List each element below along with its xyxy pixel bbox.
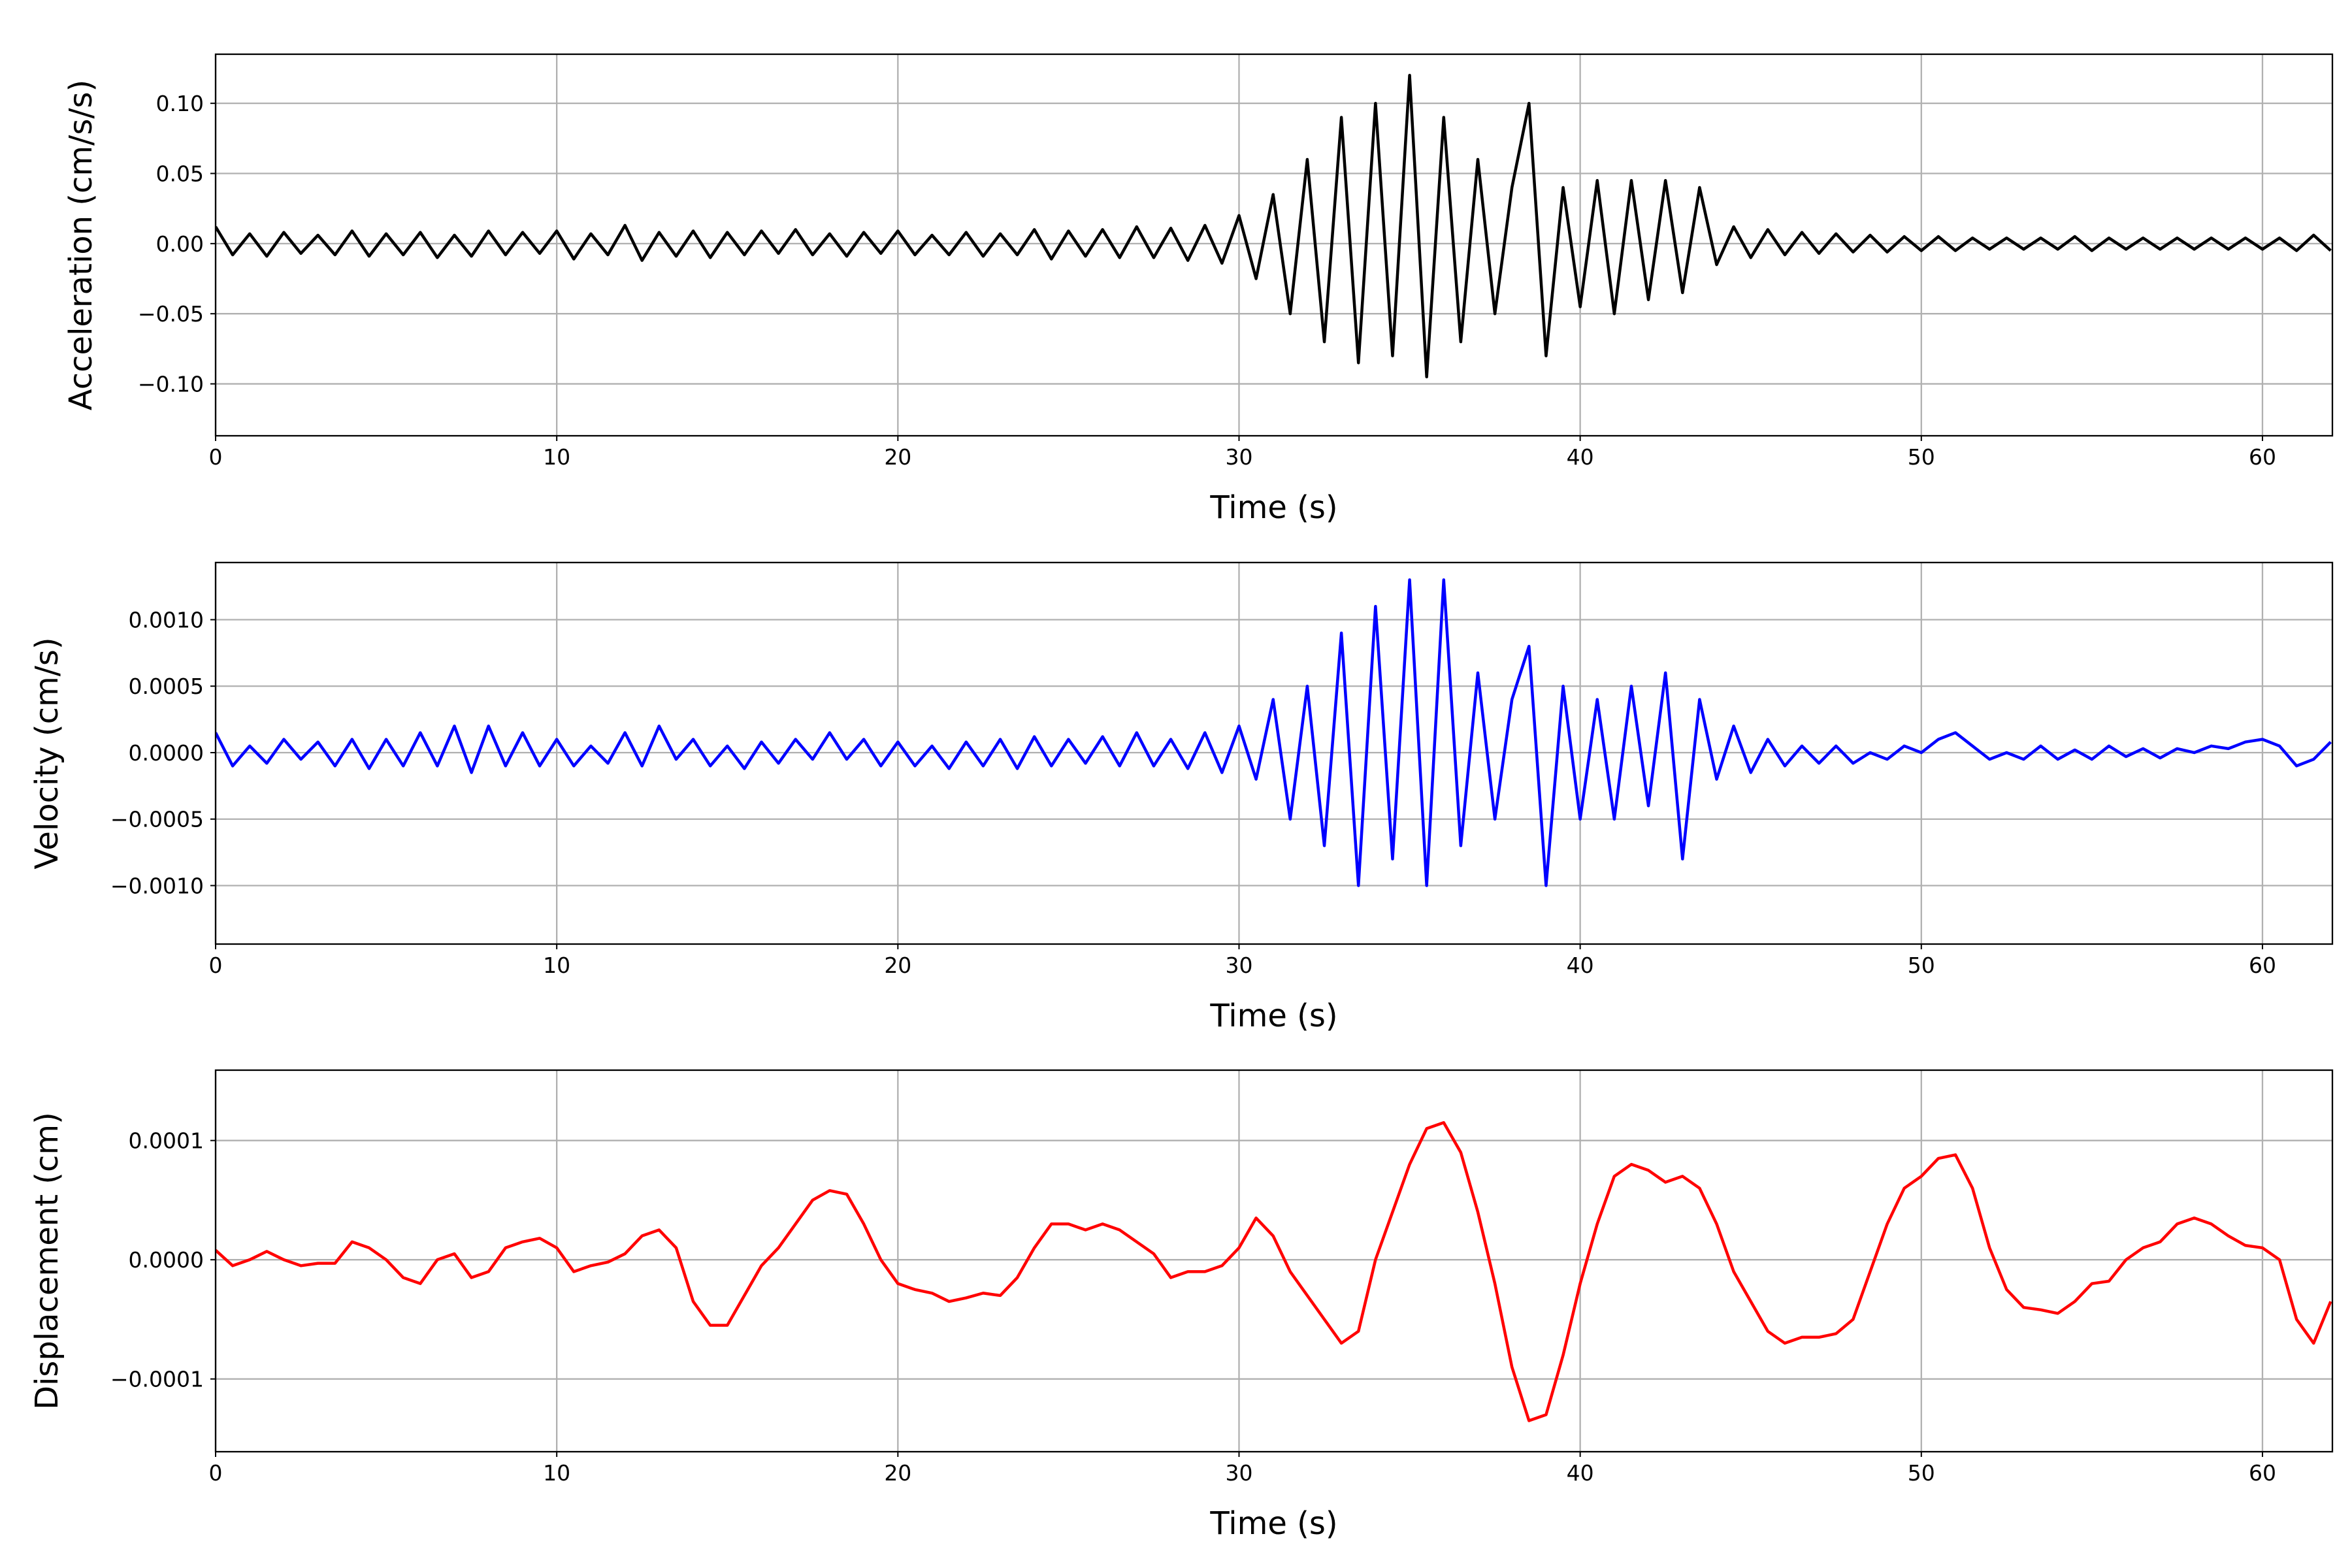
x-tick-label: 40 [1567, 953, 1594, 978]
subplot: 0 10 20 30 40 50 60 −0.0010 −0.0005 0.0000 0.0005 0… [29, 561, 2334, 1034]
x-tick-label: 60 [2249, 953, 2276, 978]
subplot: 0 10 20 30 40 50 60 −0.0001 0.0000 0.0001 Time (s)… [29, 1069, 2334, 1542]
y-tick-label: −0.0001 [110, 1367, 204, 1392]
x-axis-label: Time (s) [1209, 489, 1337, 526]
x-tick-label: 0 [209, 953, 223, 978]
x-tick-label: 50 [1908, 1460, 1935, 1486]
x-tick-label: 20 [884, 1460, 911, 1486]
x-tick-label: 0 [209, 1460, 223, 1486]
x-tick-label: 30 [1225, 953, 1252, 978]
x-tick-label: 0 [209, 444, 223, 470]
y-tick-label: 0.0001 [129, 1128, 204, 1154]
x-tick-label: 10 [543, 1460, 570, 1486]
x-tick-label: 30 [1225, 444, 1252, 470]
y-tick-label: −0.10 [138, 372, 204, 397]
axes-frame [214, 561, 2334, 945]
x-tick-label: 40 [1567, 1460, 1594, 1486]
x-tick-label: 60 [2249, 444, 2276, 470]
x-axis-label: Time (s) [1209, 1505, 1337, 1542]
axes-frame [214, 1069, 2334, 1453]
x-axis-label: Time (s) [1209, 998, 1337, 1034]
y-tick-label: −0.0010 [110, 873, 204, 898]
x-tick-label: 20 [884, 444, 911, 470]
y-tick-label: 0.0005 [129, 674, 204, 699]
data-line [216, 578, 2332, 887]
x-tick-label: 40 [1567, 444, 1594, 470]
y-tick-label: 0.0010 [129, 607, 204, 632]
y-tick-label: 0.0000 [129, 1247, 204, 1273]
x-tick-label: 10 [543, 953, 570, 978]
axes-frame [214, 53, 2334, 437]
x-tick-label: 30 [1225, 1460, 1252, 1486]
x-tick-label: 50 [1908, 444, 1935, 470]
y-axis-label: Displacement (cm) [29, 1112, 65, 1410]
x-tick-label: 20 [884, 953, 911, 978]
y-tick-label: −0.05 [138, 301, 204, 327]
y-tick-label: −0.0005 [110, 807, 204, 832]
y-tick-label: 0.00 [156, 231, 204, 257]
data-line [216, 1121, 2332, 1422]
y-axis-label: Acceleration (cm/s/s) [63, 80, 99, 410]
x-tick-label: 60 [2249, 1460, 2276, 1486]
x-tick-label: 10 [543, 444, 570, 470]
y-tick-label: 0.0000 [129, 740, 204, 766]
y-tick-label: 0.05 [156, 161, 204, 187]
subplot: 0 10 20 30 40 50 60 −0.10 −0.05 0.00 0.05 0.10 Time … [63, 53, 2334, 526]
x-tick-label: 50 [1908, 953, 1935, 978]
y-tick-label: 0.10 [156, 91, 204, 116]
data-line [216, 73, 2332, 379]
y-axis-label: Velocity (cm/s) [29, 637, 65, 869]
